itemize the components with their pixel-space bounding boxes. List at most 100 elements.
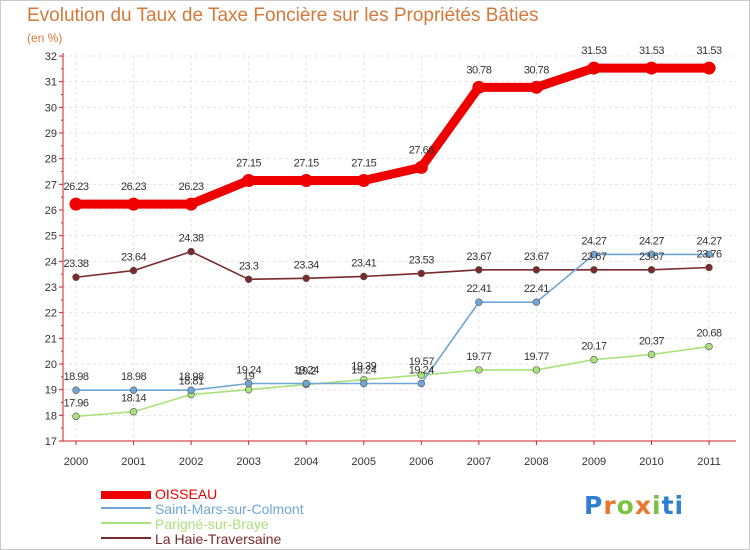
data-point [647,250,656,259]
data-label: 20.37 [639,336,664,348]
data-point [417,371,425,379]
data-point [705,250,713,259]
series-line-oisseau [71,63,714,209]
x-tick-label: 2007 [467,456,491,468]
data-label: 19.39 [351,361,376,373]
y-tick-label: 31 [45,77,57,89]
data-point [127,197,141,211]
data-point [184,197,198,211]
data-label: 18.98 [179,371,204,383]
data-point [187,386,195,394]
series-line-saint-mars-sur-colmont [75,253,710,391]
legend-swatch-parigne [101,522,151,524]
data-label: 27.15 [294,157,319,169]
legend-swatch-saint-mars [101,507,151,509]
data-label: 30.78 [524,64,549,76]
y-tick-label: 32 [45,51,57,63]
data-point [72,386,80,394]
y-tick-label: 21 [45,333,57,345]
data-point [299,173,313,187]
data-point [129,386,138,394]
data-label: 23.34 [294,259,319,271]
y-tick-label: 20 [45,359,57,371]
y-tick-label: 29 [45,128,57,140]
data-point [475,298,483,306]
data-label: 22.41 [524,283,549,295]
legend-label-oisseau: OISSEAU [155,486,218,502]
data-point [244,379,253,388]
legend-label-saint-mars: Saint-Mars-sur-Colmont [155,501,304,517]
data-point [414,160,428,174]
data-point [244,275,253,283]
data-label: 23.67 [639,251,664,263]
data-point [475,366,483,374]
data-point [532,366,541,374]
data-label: 18.14 [121,393,146,405]
legend-swatch-la-haie [101,537,151,539]
y-tick-label: 30 [45,102,57,114]
x-tick-label: 2004 [294,456,318,468]
data-label: 23.38 [63,258,88,270]
data-point [705,342,713,351]
data-label: 17.96 [63,397,88,409]
y-tick-label: 18 [45,410,57,422]
x-tick-label: 2010 [639,456,663,468]
y-tick-label: 25 [45,231,57,243]
data-label: 23.53 [409,254,434,266]
data-label: 26.23 [63,181,88,193]
data-label: 23.67 [524,251,549,263]
data-label: 19.77 [466,351,491,363]
legend-label-la-haie: La Haie-Traversaine [155,531,282,547]
logo-letter: o [616,491,635,520]
data-label: 26.23 [179,181,204,193]
data-label: 23.41 [351,257,376,269]
x-tick-label: 2003 [236,456,260,468]
data-label: 23.3 [239,260,259,272]
x-tick-label: 2002 [179,456,203,468]
x-tick-label: 2006 [409,456,433,468]
x-tick-label: 2009 [582,456,606,468]
legend-label-parigne: Parigné-sur-Braye [155,516,269,532]
data-point [705,263,713,272]
data-point [417,379,425,388]
data-point [244,385,253,394]
data-label: 27.15 [236,157,261,169]
y-tick-label: 26 [45,205,57,217]
data-label: 19.24 [351,365,376,377]
logo-letter: i [674,491,685,520]
logo-letter: P [584,491,604,520]
y-tick-label: 23 [45,282,57,294]
data-point [357,173,371,187]
data-label: 24.38 [179,233,204,245]
data-point [129,266,138,275]
data-label: 31.53 [639,45,664,57]
data-label: 23.67 [581,251,606,263]
data-point [360,379,368,388]
series-line-parign-sur-braye [75,345,710,418]
data-label: 27.15 [351,157,376,169]
data-label: 19.2 [296,366,316,378]
data-label: 18.98 [63,371,88,383]
data-label: 24.27 [697,235,722,247]
data-label: 23.64 [121,252,146,264]
x-tick-label: 2000 [64,456,88,468]
y-tick-label: 28 [45,154,57,166]
data-label: 19.57 [409,356,434,368]
data-label: 19 [243,371,255,383]
y-tick-label: 19 [45,385,57,397]
y-tick-label: 17 [45,436,57,448]
data-point [187,247,195,256]
data-point [72,412,80,421]
chart-title: Evolution du Taux de Taxe Foncière sur l… [27,5,539,26]
logo-letter: x [634,491,652,520]
proxiti-logo: Proxiti [584,491,684,520]
data-label: 30.78 [466,64,491,76]
data-point [242,173,256,187]
x-tick-label: 2001 [121,456,145,468]
data-point [590,355,598,364]
data-point [647,266,656,274]
data-label: 18.81 [179,376,204,388]
data-point [532,298,541,306]
logo-letter: r [603,491,617,520]
